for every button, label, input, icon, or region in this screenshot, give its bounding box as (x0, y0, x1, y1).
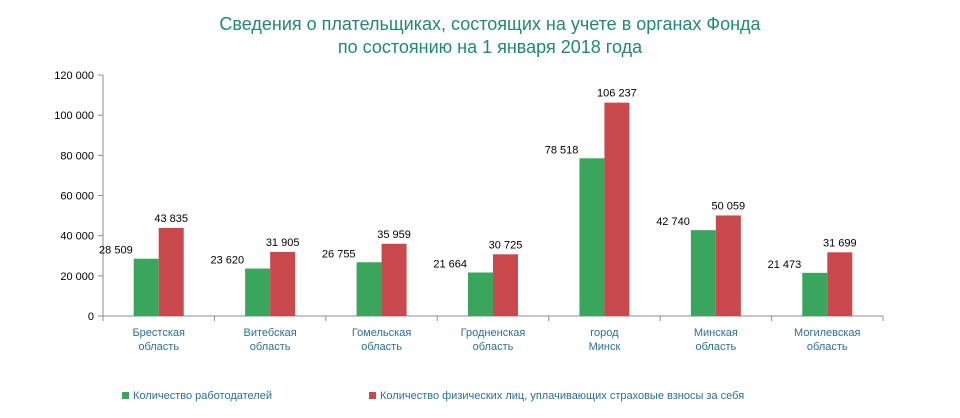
bar-employers (133, 258, 159, 316)
y-tick-label: 80 000 (60, 150, 94, 162)
x-tick-label: область (138, 341, 179, 353)
legend: Количество работодателей Количество физич… (122, 390, 744, 402)
data-label: 31 699 (823, 237, 857, 249)
data-label: 43 835 (154, 213, 188, 225)
x-tick-label: Гомельская (352, 327, 411, 339)
y-tick-label: 60 000 (60, 191, 94, 203)
x-tick-label: область (473, 341, 514, 353)
data-label: 31 905 (266, 237, 300, 249)
bars (133, 102, 853, 317)
chart-subtitle: по состоянию на 1 января 2018 года (338, 37, 643, 57)
y-tick-label: 100 000 (54, 110, 94, 122)
y-tick-label: 120 000 (54, 70, 94, 82)
data-label: 28 509 (99, 245, 133, 257)
y-tick-label: 20 000 (60, 271, 94, 283)
x-tick-label: область (361, 341, 402, 353)
data-label: 106 237 (597, 88, 637, 100)
x-tick-label: город (590, 327, 619, 339)
x-tick-label: область (807, 341, 848, 353)
bar-employers (802, 272, 828, 316)
data-label: 78 518 (545, 144, 579, 156)
bar-employers (356, 262, 382, 316)
bar-employers (579, 158, 605, 316)
y-tick-label: 0 (88, 311, 94, 323)
data-label: 26 755 (322, 248, 356, 260)
data-label: 30 725 (489, 239, 523, 251)
bar-employers (468, 272, 493, 316)
chart-title: Сведения о плательщиках, состоящих на уч… (219, 14, 761, 34)
x-tick-label: Витебская (244, 327, 297, 339)
x-tick-label: Могилевская (794, 327, 860, 339)
x-tick-label: Минск (589, 341, 621, 353)
legend-label: Количество физических лиц, уплачивающих … (380, 390, 744, 402)
x-tick-label: область (695, 341, 736, 353)
bar-individuals (715, 215, 741, 316)
data-label: 42 740 (656, 216, 690, 228)
bar-employers (245, 268, 271, 316)
y-tick-label: 40 000 (60, 231, 94, 243)
bar-individuals (827, 252, 853, 316)
legend-swatch (369, 392, 376, 399)
data-label: 23 620 (210, 255, 244, 267)
bar-individuals (493, 254, 518, 316)
data-label: 21 664 (433, 258, 467, 270)
axes: 0 20 000 40 000 60 000 80 000 100 000 120 000 Б… (54, 70, 884, 353)
data-label: 21 473 (768, 259, 802, 271)
data-labels: 28 509 23 620 26 755 21 664 78 518 42 740 21 4… (99, 88, 857, 271)
bar-individuals (270, 251, 296, 316)
bar-individuals (381, 243, 407, 316)
legend-label: Количество работодателей (133, 390, 272, 402)
bar-employers (690, 230, 716, 316)
x-tick-label: Гродненская (461, 327, 526, 339)
bar-individuals (604, 102, 630, 317)
x-tick-label: область (250, 341, 291, 353)
x-tick-label: Брестская (132, 327, 185, 339)
bar-individuals (158, 227, 184, 316)
data-label: 35 959 (377, 229, 411, 241)
data-label: 50 059 (712, 200, 746, 212)
x-tick-label: Минская (694, 327, 738, 339)
legend-swatch (122, 392, 129, 399)
